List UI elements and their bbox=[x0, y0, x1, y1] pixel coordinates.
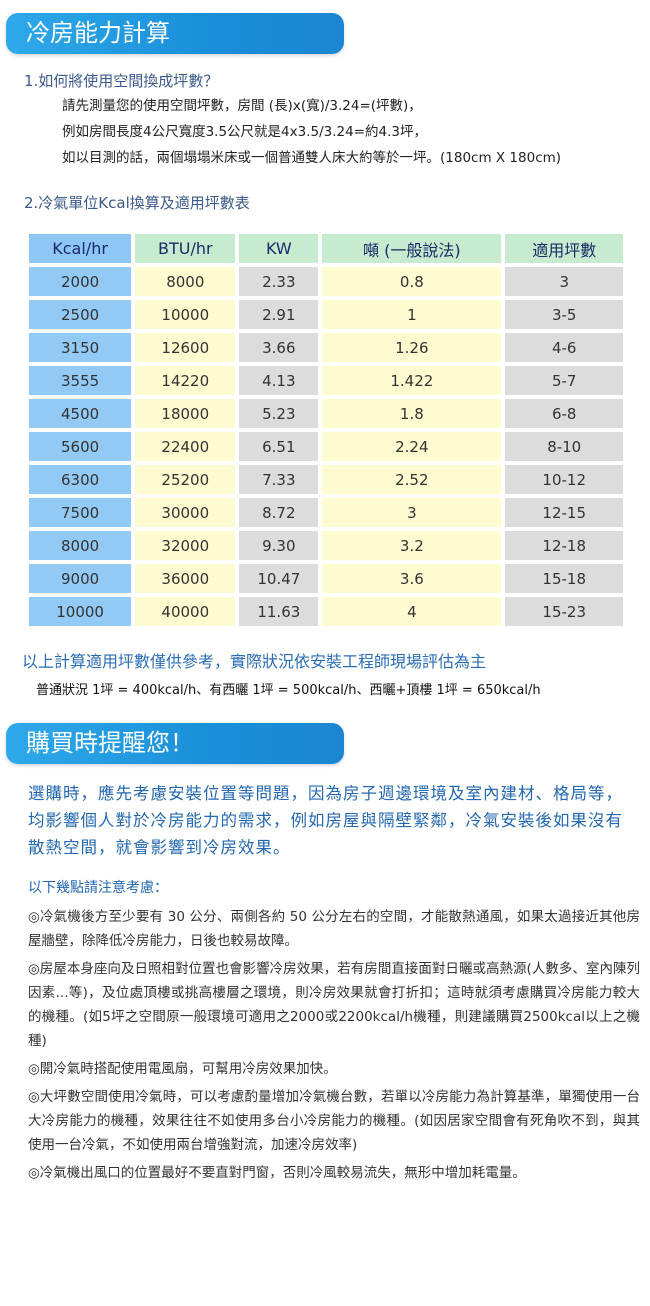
table-cell: 10000 bbox=[29, 597, 132, 626]
table-row: 5600 22400 6.51 2.24 8-10 bbox=[29, 432, 623, 461]
table-cell: 10000 bbox=[135, 300, 236, 329]
table-cell: 9.30 bbox=[239, 531, 319, 560]
table-cell: 2.52 bbox=[322, 465, 502, 494]
table-cell: 32000 bbox=[135, 531, 236, 560]
column-header: Kcal/hr bbox=[29, 234, 132, 263]
table-cell: 18000 bbox=[135, 399, 236, 428]
table-cell: 1 bbox=[322, 300, 502, 329]
table-cell: 5-7 bbox=[505, 366, 623, 395]
table-cell: 11.63 bbox=[239, 597, 319, 626]
table-cell: 4.13 bbox=[239, 366, 319, 395]
column-header: 噸 (一般說法) bbox=[322, 234, 502, 263]
table-cell: 3 bbox=[505, 267, 623, 296]
table-row: 8000 32000 9.30 3.2 12-18 bbox=[29, 531, 623, 560]
table-cell: 3555 bbox=[29, 366, 132, 395]
table-cell: 3.2 bbox=[322, 531, 502, 560]
table-cell: 6300 bbox=[29, 465, 132, 494]
table-row: 9000 36000 10.47 3.6 15-18 bbox=[29, 564, 623, 593]
tips-subheading: 以下幾點請注意考慮： bbox=[28, 880, 168, 896]
question-2-heading: 2.冷氣單位Kcal換算及適用坪數表 bbox=[24, 194, 250, 212]
table-cell: 4500 bbox=[29, 399, 132, 428]
table-cell: 8000 bbox=[29, 531, 132, 560]
column-header: BTU/hr bbox=[135, 234, 236, 263]
table-cell: 40000 bbox=[135, 597, 236, 626]
table-row: 2000 8000 2.33 0.8 3 bbox=[29, 267, 623, 296]
table-cell: 3-5 bbox=[505, 300, 623, 329]
table-cell: 1.422 bbox=[322, 366, 502, 395]
table-row: 10000 40000 11.63 4 15-23 bbox=[29, 597, 623, 626]
reference-note: 以上計算適用坪數僅供參考，實際狀況依安裝工程師現場評估為主 bbox=[22, 652, 487, 671]
table-cell: 3.6 bbox=[322, 564, 502, 593]
table-cell: 3 bbox=[322, 498, 502, 527]
table-cell: 0.8 bbox=[322, 267, 502, 296]
conversion-table: Kcal/hr BTU/hr KW 噸 (一般說法) 適用坪數 2000 8000 2.33… bbox=[25, 230, 627, 630]
table-cell: 12-15 bbox=[505, 498, 623, 527]
intro-paragraph: 選購時，應先考慮安裝位置等問題，因為房子週邊環境及室內建材、格局等，均影響個人對… bbox=[28, 784, 623, 857]
table-cell: 10.47 bbox=[239, 564, 319, 593]
table-cell: 3150 bbox=[29, 333, 132, 362]
table-cell: 4-6 bbox=[505, 333, 623, 362]
table-cell: 1.26 bbox=[322, 333, 502, 362]
table-cell: 2.91 bbox=[239, 300, 319, 329]
tips-list: ◎冷氣機後方至少要有 30 公分、兩側各約 50 公分左右的空間，才能散熱通風，… bbox=[28, 905, 640, 1189]
tip-item: ◎冷氣機出風口的位置最好不要直對門窗，否則冷風較易流失，無形中增加耗電量。 bbox=[28, 1165, 526, 1181]
table-cell: 15-23 bbox=[505, 597, 623, 626]
table-cell: 6.51 bbox=[239, 432, 319, 461]
table-cell: 6-8 bbox=[505, 399, 623, 428]
table-cell: 8-10 bbox=[505, 432, 623, 461]
table-cell: 2500 bbox=[29, 300, 132, 329]
tip-item: ◎房屋本身座向及日照相對位置也會影響冷房效果，若有房間直接面對日曬或高熱源(人數… bbox=[28, 961, 640, 1049]
body-line: 如以目測的話，兩個塌塌米床或一個普通雙人床大約等於一坪。(180cm X 180… bbox=[62, 150, 562, 166]
table-cell: 2000 bbox=[29, 267, 132, 296]
table-cell: 5600 bbox=[29, 432, 132, 461]
section-banner-purchase-reminder: 購買時提醒您！ bbox=[6, 723, 344, 764]
table-cell: 3.66 bbox=[239, 333, 319, 362]
column-header: 適用坪數 bbox=[505, 234, 623, 263]
tip-item: ◎開冷氣時搭配使用電風扇，可幫用冷房效果加快。 bbox=[28, 1061, 337, 1077]
table-row: 3150 12600 3.66 1.26 4-6 bbox=[29, 333, 623, 362]
table-cell: 1.8 bbox=[322, 399, 502, 428]
section-banner-cooling-capacity: 冷房能力計算 bbox=[6, 13, 344, 54]
table-cell: 2.24 bbox=[322, 432, 502, 461]
table-row: 6300 25200 7.33 2.52 10-12 bbox=[29, 465, 623, 494]
table-cell: 7.33 bbox=[239, 465, 319, 494]
table-cell: 2.33 bbox=[239, 267, 319, 296]
body-line: 請先測量您的使用空間坪數，房間 (長)x(寬)/3.24=(坪數)， bbox=[62, 98, 422, 114]
table-cell: 25200 bbox=[135, 465, 236, 494]
table-row: 7500 30000 8.72 3 12-15 bbox=[29, 498, 623, 527]
table-cell: 12600 bbox=[135, 333, 236, 362]
table-cell: 8.72 bbox=[239, 498, 319, 527]
body-line: 例如房間長度4公尺寬度3.5公尺就是4x3.5/3.24=約4.3坪， bbox=[62, 124, 427, 140]
table-row: 3555 14220 4.13 1.422 5-7 bbox=[29, 366, 623, 395]
table-cell: 9000 bbox=[29, 564, 132, 593]
tip-item: ◎冷氣機後方至少要有 30 公分、兩側各約 50 公分左右的空間，才能散熱通風，… bbox=[28, 909, 640, 949]
table-row: 4500 18000 5.23 1.8 6-8 bbox=[29, 399, 623, 428]
table-cell: 12-18 bbox=[505, 531, 623, 560]
table-cell: 36000 bbox=[135, 564, 236, 593]
table-cell: 30000 bbox=[135, 498, 236, 527]
table-cell: 5.23 bbox=[239, 399, 319, 428]
conversion-rule: 普通狀況 1坪 = 400kcal/h、有西曬 1坪 = 500kcal/h、西… bbox=[36, 683, 541, 698]
table-cell: 7500 bbox=[29, 498, 132, 527]
table-cell: 22400 bbox=[135, 432, 236, 461]
tip-item: ◎大坪數空間使用冷氣時，可以考慮酌量增加冷氣機台數，若單以冷房能力為計算基準，單… bbox=[28, 1089, 640, 1153]
table-cell: 10-12 bbox=[505, 465, 623, 494]
table-header-row: Kcal/hr BTU/hr KW 噸 (一般說法) 適用坪數 bbox=[29, 234, 623, 263]
column-header: KW bbox=[239, 234, 319, 263]
table-row: 2500 10000 2.91 1 3-5 bbox=[29, 300, 623, 329]
table-cell: 4 bbox=[322, 597, 502, 626]
table-cell: 15-18 bbox=[505, 564, 623, 593]
table-cell: 14220 bbox=[135, 366, 236, 395]
question-1-body: 請先測量您的使用空間坪數，房間 (長)x(寬)/3.24=(坪數)， 例如房間長… bbox=[62, 93, 561, 171]
table-cell: 8000 bbox=[135, 267, 236, 296]
question-1-heading: 1.如何將使用空間換成坪數？ bbox=[24, 72, 219, 90]
